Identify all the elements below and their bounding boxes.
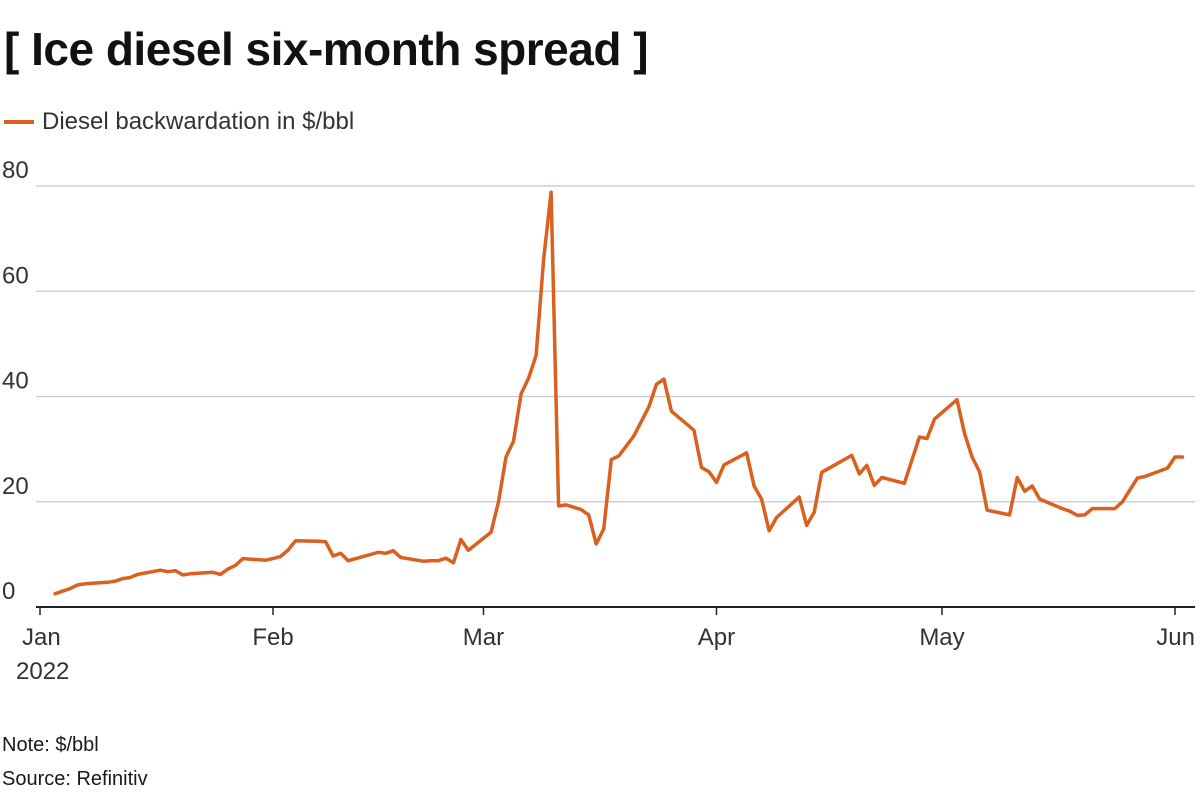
y-tick-label: 40 xyxy=(2,368,29,395)
x-tick-label: Mar xyxy=(463,624,504,651)
legend: Diesel backwardation in $/bbl xyxy=(4,108,354,136)
y-tick-label: 20 xyxy=(2,473,29,500)
chart-title: [ Ice diesel six-month spread ] xyxy=(4,23,649,75)
y-tick-label: 80 xyxy=(2,160,29,184)
chart-note: Note: $/bbl xyxy=(2,734,99,756)
x-tick-label: Jan xyxy=(22,624,61,651)
x-tick-label: May xyxy=(919,624,964,651)
x-tick-label: Jun xyxy=(1156,624,1195,651)
line-chart: 0 20 40 60 80 Jan 2022 Feb Mar Apr May Jun xyxy=(2,160,1195,685)
series-line-diesel-backwardation xyxy=(53,190,1185,596)
y-axis-ticks: 0 20 40 60 80 xyxy=(2,160,29,605)
x-tick-year-label: 2022 xyxy=(16,658,69,685)
x-tick-label: Feb xyxy=(252,624,293,651)
gridlines xyxy=(36,185,1195,608)
legend-swatch xyxy=(4,120,34,124)
x-axis-ticks: Jan 2022 Feb Mar Apr May Jun xyxy=(16,607,1195,685)
x-tick-label: Apr xyxy=(698,624,735,651)
legend-label: Diesel backwardation in $/bbl xyxy=(42,108,355,135)
y-tick-label: 0 xyxy=(2,578,15,605)
chart-source: Source: Refinitiv xyxy=(2,768,148,790)
series-layer xyxy=(53,190,1185,596)
y-tick-label: 60 xyxy=(2,262,29,289)
